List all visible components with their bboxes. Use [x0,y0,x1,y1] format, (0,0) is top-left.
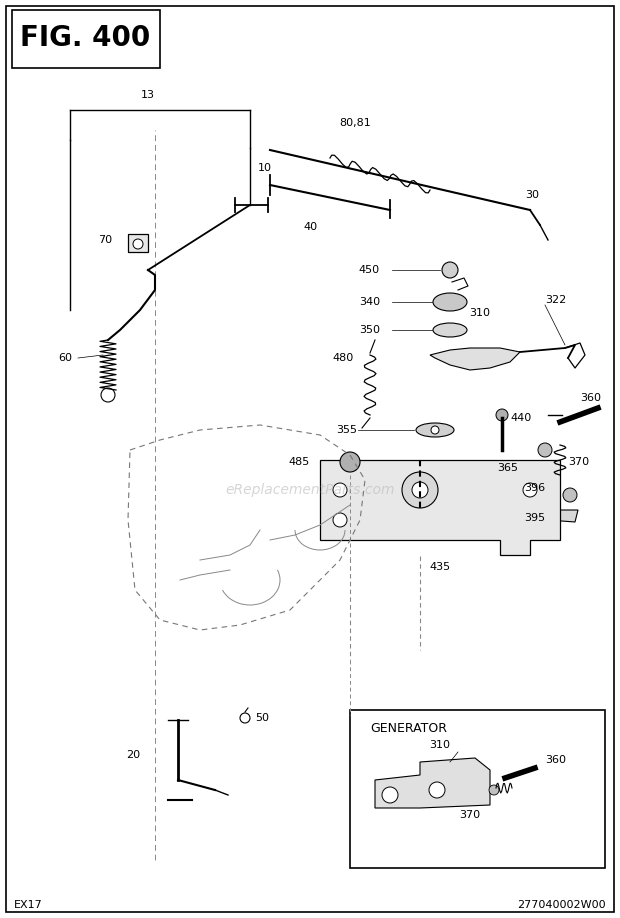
Text: 340: 340 [359,297,380,307]
Circle shape [133,239,143,249]
Text: 395: 395 [524,513,545,523]
Circle shape [442,262,458,278]
Bar [350,710,605,868]
Text: eReplacementParts.com: eReplacementParts.com [225,483,395,497]
Circle shape [412,482,428,498]
Text: 360: 360 [545,755,566,765]
Text: 80,81: 80,81 [339,118,371,128]
Text: 450: 450 [359,265,380,275]
Circle shape [523,483,537,497]
Text: 310: 310 [469,308,490,318]
Text: 350: 350 [359,325,380,335]
Circle shape [496,409,508,421]
Text: 360: 360 [580,393,601,403]
Circle shape [333,513,347,527]
Text: 30: 30 [525,190,539,200]
Text: 355: 355 [336,425,357,435]
Text: 20: 20 [126,750,140,760]
Circle shape [382,787,398,803]
Polygon shape [375,758,490,808]
Bar [12,10,160,68]
Circle shape [423,483,437,497]
Text: 480: 480 [332,353,353,363]
Text: 40: 40 [303,222,317,232]
Text: 435: 435 [430,562,451,572]
Circle shape [489,785,499,795]
Text: 277040002W00: 277040002W00 [517,900,606,910]
Text: EX17: EX17 [14,900,43,910]
Bar [128,234,148,252]
Ellipse shape [433,323,467,337]
Polygon shape [548,510,578,522]
Circle shape [538,443,552,457]
Text: 60: 60 [58,353,72,363]
Ellipse shape [433,293,467,311]
Circle shape [240,713,250,723]
Text: 370: 370 [568,457,589,467]
Text: 310: 310 [430,740,451,750]
Circle shape [340,452,360,472]
Text: 10: 10 [258,163,272,173]
Circle shape [431,426,439,434]
Text: 370: 370 [459,810,481,820]
Text: GENERATOR: GENERATOR [370,722,447,734]
Polygon shape [430,348,520,370]
Polygon shape [320,460,560,555]
Circle shape [101,388,115,402]
Ellipse shape [416,423,454,437]
Circle shape [429,782,445,798]
Text: 322: 322 [545,295,566,305]
Text: 485: 485 [289,457,310,467]
Circle shape [563,488,577,502]
Text: 440: 440 [510,413,531,423]
Text: 365: 365 [497,463,518,473]
Text: 13: 13 [141,90,155,100]
Text: 50: 50 [255,713,269,723]
Circle shape [402,472,438,508]
Text: 396: 396 [524,483,545,493]
Text: FIG. 400: FIG. 400 [20,24,150,52]
Circle shape [333,483,347,497]
Text: 70: 70 [98,235,112,245]
